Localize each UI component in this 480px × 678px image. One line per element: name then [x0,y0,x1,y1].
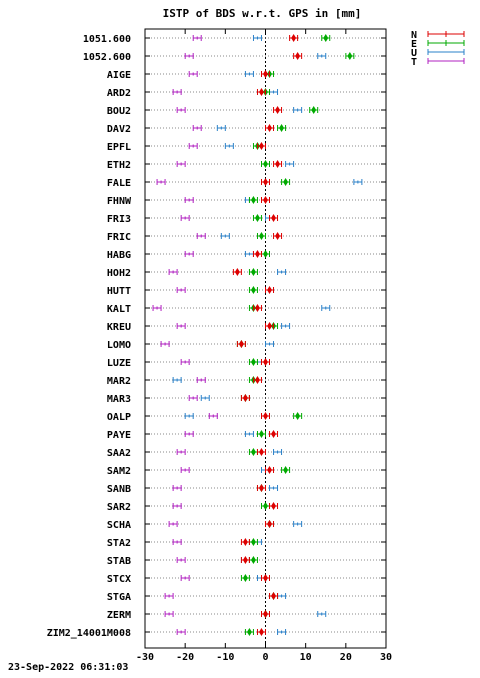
station-label: FALE [107,178,131,189]
chart-title: ISTP of BDS w.r.t. GPS in [mm] [163,7,362,20]
station-label: STA2 [107,538,131,549]
station-label: 1051.600 [83,34,131,45]
station-label: PAYE [107,430,131,441]
station-label: MAR2 [107,376,131,387]
chart: ISTP of BDS w.r.t. GPS in [mm] -30 -20 -10 0… [47,7,465,660]
station-label: SANB [107,484,131,495]
station-label: DAV2 [107,124,131,135]
station-label: STAB [107,556,131,567]
station-label: ZIM2_14001M008 [47,628,131,639]
x-tick-label: -20 [176,652,194,660]
station-label: HUTT [107,286,131,297]
timestamp: 23-Sep-2022 06:31:03 [8,662,129,673]
station-label: SAM2 [107,466,131,477]
station-label: MAR3 [107,394,131,405]
x-tick-label: 0 [262,652,268,660]
x-tick-label: 10 [300,652,312,660]
x-tick-label: -30 [136,652,154,660]
legend-label: N [411,30,417,41]
station-label: ETH2 [107,160,131,171]
station-label: 1052.600 [83,52,131,63]
station-label: STCX [107,574,131,585]
station-label: SCHA [107,520,131,531]
x-tick-label: 30 [380,652,392,660]
station-label: FRI3 [107,214,131,225]
station-label: KALT [107,304,131,315]
station-label: FRIC [107,232,131,243]
station-label: BOU2 [107,106,131,117]
x-tick-label: 20 [340,652,352,660]
station-label: ARD2 [107,88,131,99]
station-label: LUZE [107,358,131,369]
station-label: AIGE [107,70,131,81]
station-label: STGA [107,592,131,603]
station-label: EPFL [107,142,131,153]
station-label: KREU [107,322,131,333]
legend-label: U [411,48,417,59]
station-label: SAR2 [107,502,131,513]
station-label: OALP [107,412,131,423]
station-label: FHNW [107,196,132,207]
station-label: ZERM [107,610,131,621]
legend-label: E [411,39,417,50]
station-label: LOMO [107,340,131,351]
station-label: HOH2 [107,268,131,279]
legend-label: T [411,57,417,68]
station-label: HABG [107,250,131,261]
station-label: SAA2 [107,448,131,459]
x-tick-label: -10 [216,652,234,660]
